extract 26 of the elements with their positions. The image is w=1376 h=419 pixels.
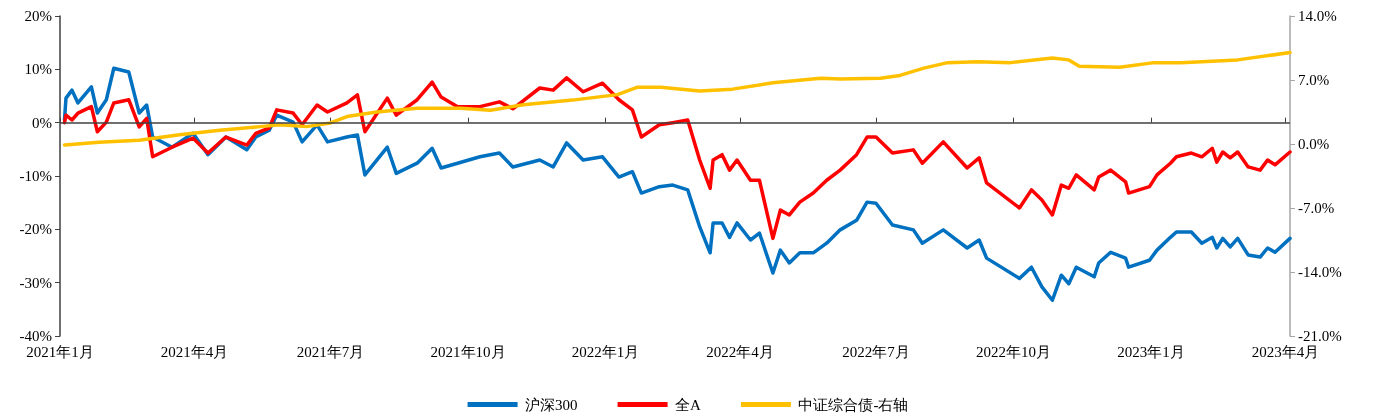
y-tick-label: -20%	[19, 221, 52, 238]
y-tick-label: 0%	[32, 114, 52, 131]
y-tick-label: -30%	[19, 274, 52, 291]
legend-label: 中证综合债-右轴	[798, 396, 909, 413]
x-tick-label: 2022年10月	[976, 343, 1052, 360]
x-tick-label: 2023年1月	[1117, 343, 1185, 360]
x-tick-label: 2021年10月	[430, 343, 506, 360]
y2-tick-label: 0.0%	[1298, 136, 1330, 152]
y-tick-label: 20%	[24, 8, 52, 24]
y-tick-label: -10%	[19, 168, 52, 184]
y-tick-label: 10%	[24, 61, 52, 78]
y2-tick-label: -14.0%	[1298, 264, 1342, 280]
y2-tick-label: 7.0%	[1298, 72, 1330, 88]
legend-label: 全A	[675, 396, 702, 413]
y-tick-label: -40%	[19, 328, 52, 344]
x-tick-label: 2022年1月	[571, 343, 640, 360]
x-tick-label: 2021年1月	[26, 343, 94, 360]
y2-tick-label: 14.0%	[1298, 8, 1337, 24]
x-tick-label: 2021年7月	[296, 343, 365, 360]
legend-label: 沪深300	[525, 396, 578, 413]
y2-tick-label: -7.0%	[1298, 200, 1335, 216]
x-tick-label: 2022年7月	[842, 343, 910, 360]
x-tick-label: 2023年4月	[1251, 343, 1320, 360]
x-tick-label: 2021年4月	[160, 343, 229, 360]
x-tick-label: 2022年4月	[706, 343, 774, 360]
y2-tick-label: -21.0%	[1298, 328, 1342, 344]
